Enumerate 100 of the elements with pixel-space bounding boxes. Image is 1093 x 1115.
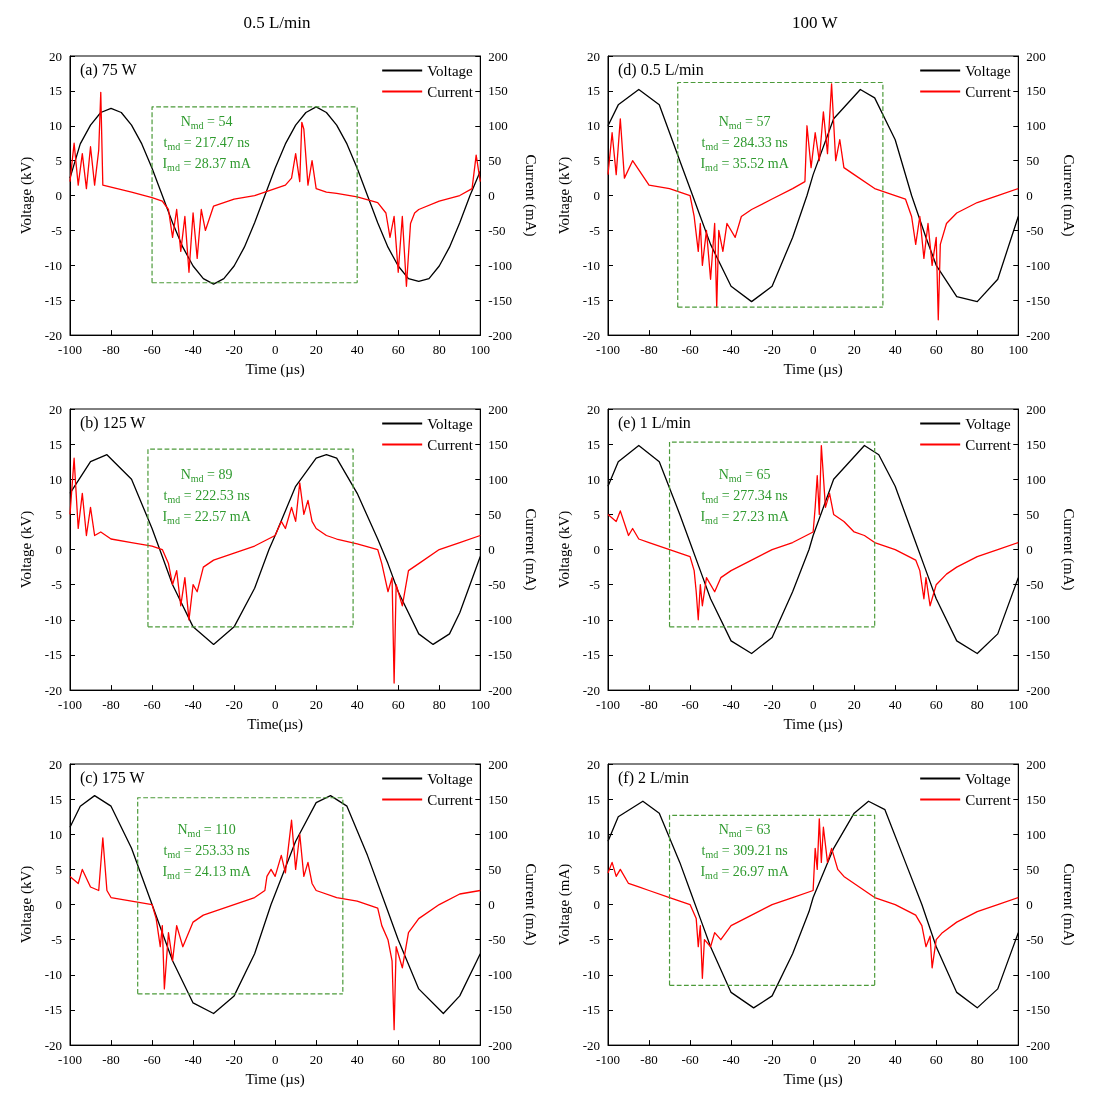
y-axis-title: Voltage (mA) bbox=[556, 863, 574, 946]
y2-tick-label: 200 bbox=[488, 756, 508, 772]
y2-tick-label: 200 bbox=[1026, 48, 1046, 64]
y-tick-label: 10 bbox=[49, 826, 62, 842]
x-tick-label: -80 bbox=[640, 697, 658, 713]
y-tick-label: 15 bbox=[49, 791, 62, 807]
x-tick-label: 20 bbox=[847, 1052, 861, 1068]
y2-tick-label: -150 bbox=[488, 292, 513, 308]
y-tick-label: -5 bbox=[51, 222, 62, 238]
x-tick-label: -100 bbox=[596, 697, 620, 713]
y-tick-label: -20 bbox=[44, 1037, 62, 1053]
y2-tick-label: 200 bbox=[1026, 756, 1046, 772]
y2-tick-label: 0 bbox=[1026, 188, 1033, 204]
x-tick-label: 20 bbox=[847, 697, 861, 713]
y-tick-label: 0 bbox=[55, 897, 62, 913]
y-tick-label: -15 bbox=[44, 647, 62, 663]
y2-tick-label: -200 bbox=[488, 682, 513, 698]
y2-tick-label: -100 bbox=[488, 612, 513, 628]
y2-tick-label: 0 bbox=[1026, 542, 1033, 558]
y2-tick-label: -200 bbox=[1026, 327, 1051, 343]
x-tick-label: 0 bbox=[271, 1052, 279, 1068]
y-tick-label: 20 bbox=[587, 48, 600, 64]
y2-tick-label: -150 bbox=[1026, 292, 1051, 308]
x-tick-label: 80 bbox=[432, 342, 446, 358]
x-tick-label: 40 bbox=[888, 1052, 902, 1068]
x-tick-label: 20 bbox=[309, 342, 323, 358]
y-tick-label: -10 bbox=[582, 257, 600, 273]
x-tick-label: -100 bbox=[58, 1052, 82, 1068]
y-axis-title: Voltage (kV) bbox=[18, 156, 36, 235]
y2-tick-label: 100 bbox=[488, 118, 508, 134]
y2-tick-label: -50 bbox=[488, 222, 506, 238]
x-tick-label: -40 bbox=[184, 1052, 202, 1068]
x-axis-title: Time (µs) bbox=[783, 715, 843, 733]
y2-tick-label: -150 bbox=[1026, 647, 1051, 663]
y2-tick-label: -50 bbox=[1026, 932, 1044, 948]
y-tick-label: -15 bbox=[582, 292, 600, 308]
y2-tick-label: 50 bbox=[1026, 153, 1040, 169]
y-tick-label: 5 bbox=[593, 153, 600, 169]
y2-tick-label: 100 bbox=[1026, 826, 1046, 842]
y2-tick-label: 100 bbox=[488, 471, 508, 487]
legend-label: Current bbox=[965, 436, 1012, 453]
x-axis-title: Time (µs) bbox=[783, 1070, 843, 1088]
y2-tick-label: 0 bbox=[1026, 897, 1033, 913]
x-tick-label: -40 bbox=[722, 1052, 740, 1068]
x-tick-label: -60 bbox=[143, 1052, 161, 1068]
x-tick-label: 80 bbox=[432, 697, 446, 713]
x-tick-label: -40 bbox=[722, 342, 740, 358]
y2-axis-title: Current (mA) bbox=[1059, 863, 1077, 946]
x-tick-label: 40 bbox=[350, 342, 364, 358]
y-tick-label: -20 bbox=[582, 682, 600, 698]
y-tick-label: 10 bbox=[49, 118, 62, 134]
y-tick-label: 5 bbox=[593, 506, 600, 522]
y-axis-title: Voltage (kV) bbox=[556, 510, 574, 589]
y2-tick-label: 50 bbox=[488, 506, 502, 522]
x-tick-label: 100 bbox=[1008, 1052, 1029, 1068]
y2-tick-label: 200 bbox=[488, 401, 508, 417]
chart-subtitle: (d) 0.5 L/min bbox=[618, 60, 704, 79]
y-tick-label: -15 bbox=[44, 292, 62, 308]
legend-label: Voltage bbox=[427, 62, 474, 79]
y2-tick-label: -150 bbox=[488, 647, 513, 663]
y-tick-label: 0 bbox=[593, 188, 600, 204]
y2-tick-label: 50 bbox=[488, 861, 502, 877]
chart-subtitle: (c) 175 W bbox=[80, 768, 146, 787]
y-tick-label: 0 bbox=[55, 188, 62, 204]
x-tick-label: -80 bbox=[102, 697, 120, 713]
y2-tick-label: 150 bbox=[1026, 436, 1046, 452]
y-tick-label: 5 bbox=[593, 861, 600, 877]
y-tick-label: 0 bbox=[55, 542, 62, 558]
x-tick-label: 100 bbox=[1008, 697, 1029, 713]
y-tick-label: 20 bbox=[49, 48, 62, 64]
y2-axis-title: Current (mA) bbox=[521, 154, 539, 237]
y-tick-label: 15 bbox=[49, 436, 62, 452]
y2-tick-label: -150 bbox=[488, 1002, 513, 1018]
x-tick-label: 0 bbox=[809, 1052, 817, 1068]
legend-label: Voltage bbox=[427, 415, 474, 432]
x-tick-label: 60 bbox=[929, 1052, 943, 1068]
y2-axis-title: Current (mA) bbox=[521, 863, 539, 946]
chart-title: 0.5 L/min bbox=[243, 13, 312, 32]
x-tick-label: -80 bbox=[102, 342, 120, 358]
y-tick-label: 0 bbox=[593, 542, 600, 558]
y2-tick-label: -200 bbox=[488, 1037, 513, 1053]
y2-tick-label: -100 bbox=[1026, 257, 1051, 273]
legend-label: Current bbox=[427, 436, 474, 453]
y2-tick-label: 0 bbox=[488, 897, 495, 913]
y-tick-label: 15 bbox=[587, 791, 600, 807]
y2-tick-label: 100 bbox=[1026, 118, 1046, 134]
x-tick-label: -60 bbox=[681, 697, 699, 713]
y-tick-label: 10 bbox=[49, 471, 62, 487]
y-tick-label: 20 bbox=[49, 756, 62, 772]
x-tick-label: -40 bbox=[184, 697, 202, 713]
y2-tick-label: 150 bbox=[1026, 791, 1046, 807]
x-tick-label: -100 bbox=[596, 1052, 620, 1068]
legend-label: Voltage bbox=[965, 62, 1012, 79]
x-tick-label: -20 bbox=[763, 697, 781, 713]
legend-label: Current bbox=[427, 83, 474, 100]
x-tick-label: 40 bbox=[350, 697, 364, 713]
x-tick-label: 80 bbox=[970, 697, 984, 713]
x-tick-label: -20 bbox=[225, 697, 243, 713]
y2-tick-label: 0 bbox=[488, 188, 495, 204]
x-tick-label: 80 bbox=[970, 342, 984, 358]
